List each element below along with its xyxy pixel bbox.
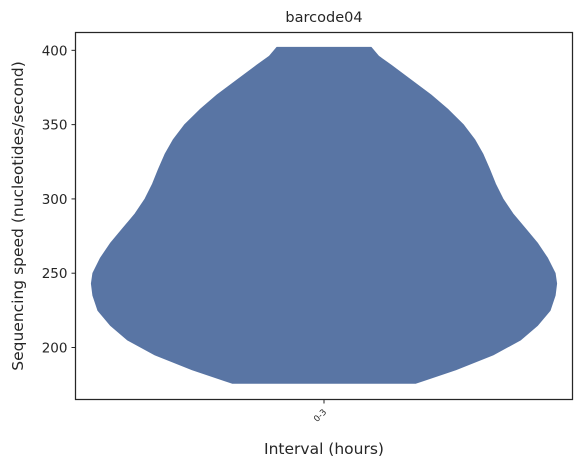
y-tick-label: 200 xyxy=(42,340,68,356)
chart-title: barcode04 xyxy=(285,10,362,26)
violin-body-0-3 xyxy=(90,46,558,384)
x-axis: 0-3 xyxy=(312,399,329,425)
y-tick-label: 250 xyxy=(42,266,68,282)
y-tick-label: 300 xyxy=(42,192,68,208)
y-tick-label: 400 xyxy=(42,43,68,59)
y-axis: 200 250 300 350 400 xyxy=(42,43,76,356)
plot-area xyxy=(90,46,558,384)
x-tick-label: 0-3 xyxy=(312,408,329,425)
x-axis-label: Interval (hours) xyxy=(264,440,384,458)
y-tick-label: 350 xyxy=(42,118,68,134)
y-axis-label: Sequencing speed (nucleotides/second) xyxy=(9,61,27,371)
